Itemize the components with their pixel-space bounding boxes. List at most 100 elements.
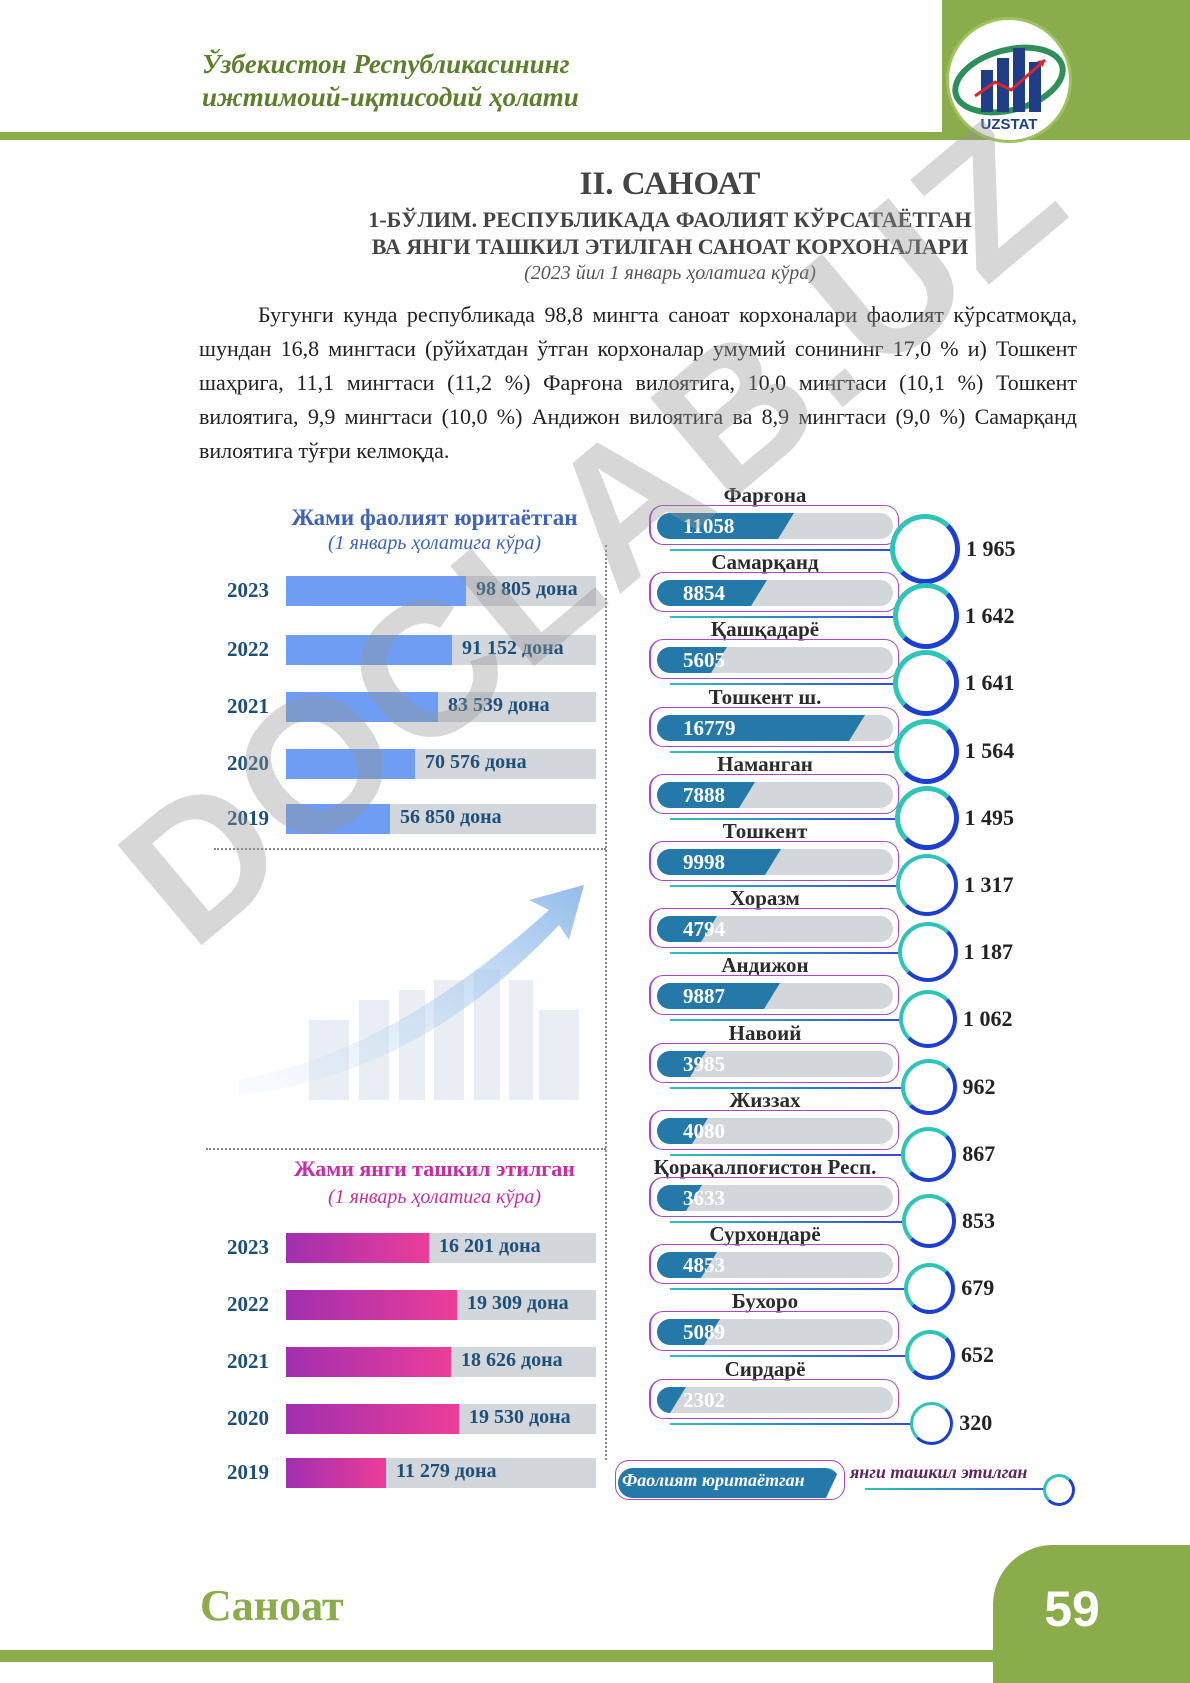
region-bar-frame [649,1311,899,1351]
region-new-value: 1 641 [965,670,1015,695]
bar [286,1458,386,1488]
region-active-value: 3633 [683,1186,725,1210]
region-active-bar [657,715,865,741]
region-bar-frame [649,572,899,612]
bar [286,1233,429,1263]
bar-year-label: 2023 [227,578,269,602]
region-bar-frame [649,639,899,679]
region-active-value: 4080 [683,1119,725,1143]
chapter-title-line-2: ВА ЯНГИ ТАШКИЛ ЭТИЛГАН САНОАТ КОРХОНАЛАР… [371,234,969,259]
bar [286,1347,451,1377]
region-bar-group: 3985 [649,1043,905,1091]
region-bar-frame [649,975,899,1015]
region-new-value: 1 187 [963,939,1014,964]
region-name-label: Сурхондарё [709,1222,821,1246]
factory-arrow-illustration [239,885,584,1100]
region-name-label: Наманган [717,752,813,776]
new-enterprises-chart-subtitle: (1 январь ҳолатига кўра) [327,1186,541,1208]
region-bar-frame [649,707,899,747]
region-new-line [670,818,901,820]
region-bar-group: 4853 [649,1244,905,1292]
bar [286,1404,459,1434]
region-new-circle [900,1059,957,1115]
bar [286,749,415,779]
region-bar-group: 4080 [649,1110,905,1158]
bar-year-label: 2020 [227,751,269,775]
bar-value-label: 83 539 дона [448,694,550,716]
region-active-value: 7888 [683,783,725,807]
center-dotted-divider [605,545,607,1460]
chapter-title-line-1: 1-БЎЛИМ. РЕСПУБЛИКАДА ФАОЛИЯТ КЎРСАТАЁТГ… [368,207,972,232]
bar-year-label: 2019 [227,1460,269,1484]
region-name-label: Қашқадарё [710,617,820,641]
region-name-label: Сирдарё [724,1357,806,1381]
logo-chart-icon [952,44,1066,116]
bar-year-label: 2023 [227,1235,269,1259]
bar-year-label: 2020 [227,1406,269,1430]
region-new-circle [901,1126,957,1182]
region-new-value: 853 [962,1208,995,1233]
bar-value-label: 16 201 дона [439,1235,541,1257]
legend-active-label: Фаолият юритаётган [622,1470,805,1490]
region-bar-frame [649,908,899,948]
region-new-circle [910,1401,954,1445]
region-new-value: 1 062 [963,1006,1013,1031]
footer-section-label: Саноат [200,1581,344,1630]
bar-value-label: 56 850 дона [400,806,502,828]
region-bar-frame [649,1177,899,1217]
region-new-circle [897,922,958,982]
region-bar-frame [649,1043,899,1083]
region-new-line [670,1423,917,1425]
region-new-line [670,549,896,551]
region-bar-track [657,1387,893,1413]
region-new-value: 1 495 [964,805,1015,830]
region-name-label: Тошкент [722,819,808,843]
region-new-value: 867 [962,1141,996,1166]
bar-value-label: 19 530 дона [469,1406,571,1428]
bar [286,576,466,606]
region-name-label: Хоразм [730,886,800,910]
bar-value-label: 18 626 дона [461,1349,563,1371]
region-active-bar [657,983,780,1009]
region-active-value: 5089 [683,1320,725,1344]
bar-year-label: 2019 [227,806,269,830]
region-new-value: 679 [961,1275,995,1300]
region-name-label: Бухоро [731,1289,799,1313]
divider-dotted [214,848,606,850]
region-new-value: 1 965 [966,536,1016,561]
uzstat-logo: UZSTAT [946,17,1072,143]
bar-value-label: 98 805 дона [476,578,578,600]
region-active-value: 5605 [683,648,725,672]
region-name-label: Навоий [728,1021,802,1045]
region-new-circle [899,990,957,1048]
region-name-label: Андижон [721,953,809,977]
region-new-line [670,885,902,887]
region-new-circle [896,854,958,916]
region-new-circle [893,718,959,784]
region-new-circle [904,1262,956,1314]
footer-band [0,1650,1190,1662]
region-new-circle [890,514,960,584]
region-new-circle [894,786,959,850]
region-active-value: 8854 [683,581,725,605]
region-active-bar [657,513,794,539]
divider-dotted-2 [206,1148,606,1150]
region-new-line [670,1355,911,1357]
region-new-line [670,751,900,753]
region-new-line [670,683,899,685]
logo-text: UZSTAT [980,116,1038,133]
region-bar-frame [649,1244,899,1284]
intro-paragraph: Бугунги кунда республикада 98,8 мингта с… [199,302,1077,463]
region-name-label: Тошкент ш. [708,685,822,709]
region-bar-group: 7888 [649,774,905,822]
region-bar-group: 16779 [649,707,905,755]
region-active-value: 9887 [683,984,725,1008]
region-active-value: 4794 [683,917,725,941]
header-title-line-2: ижтимоий-иқтисодий ҳолати [202,82,579,112]
region-bar-group: 5605 [649,639,905,687]
bar-value-label: 19 309 дона [467,1292,569,1314]
region-bar-group: 9998 [649,841,905,889]
region-new-line [670,1087,907,1089]
region-bar-group: 3633 [649,1177,905,1225]
legend-new-label: янги ташкил этилган [850,1462,1028,1482]
